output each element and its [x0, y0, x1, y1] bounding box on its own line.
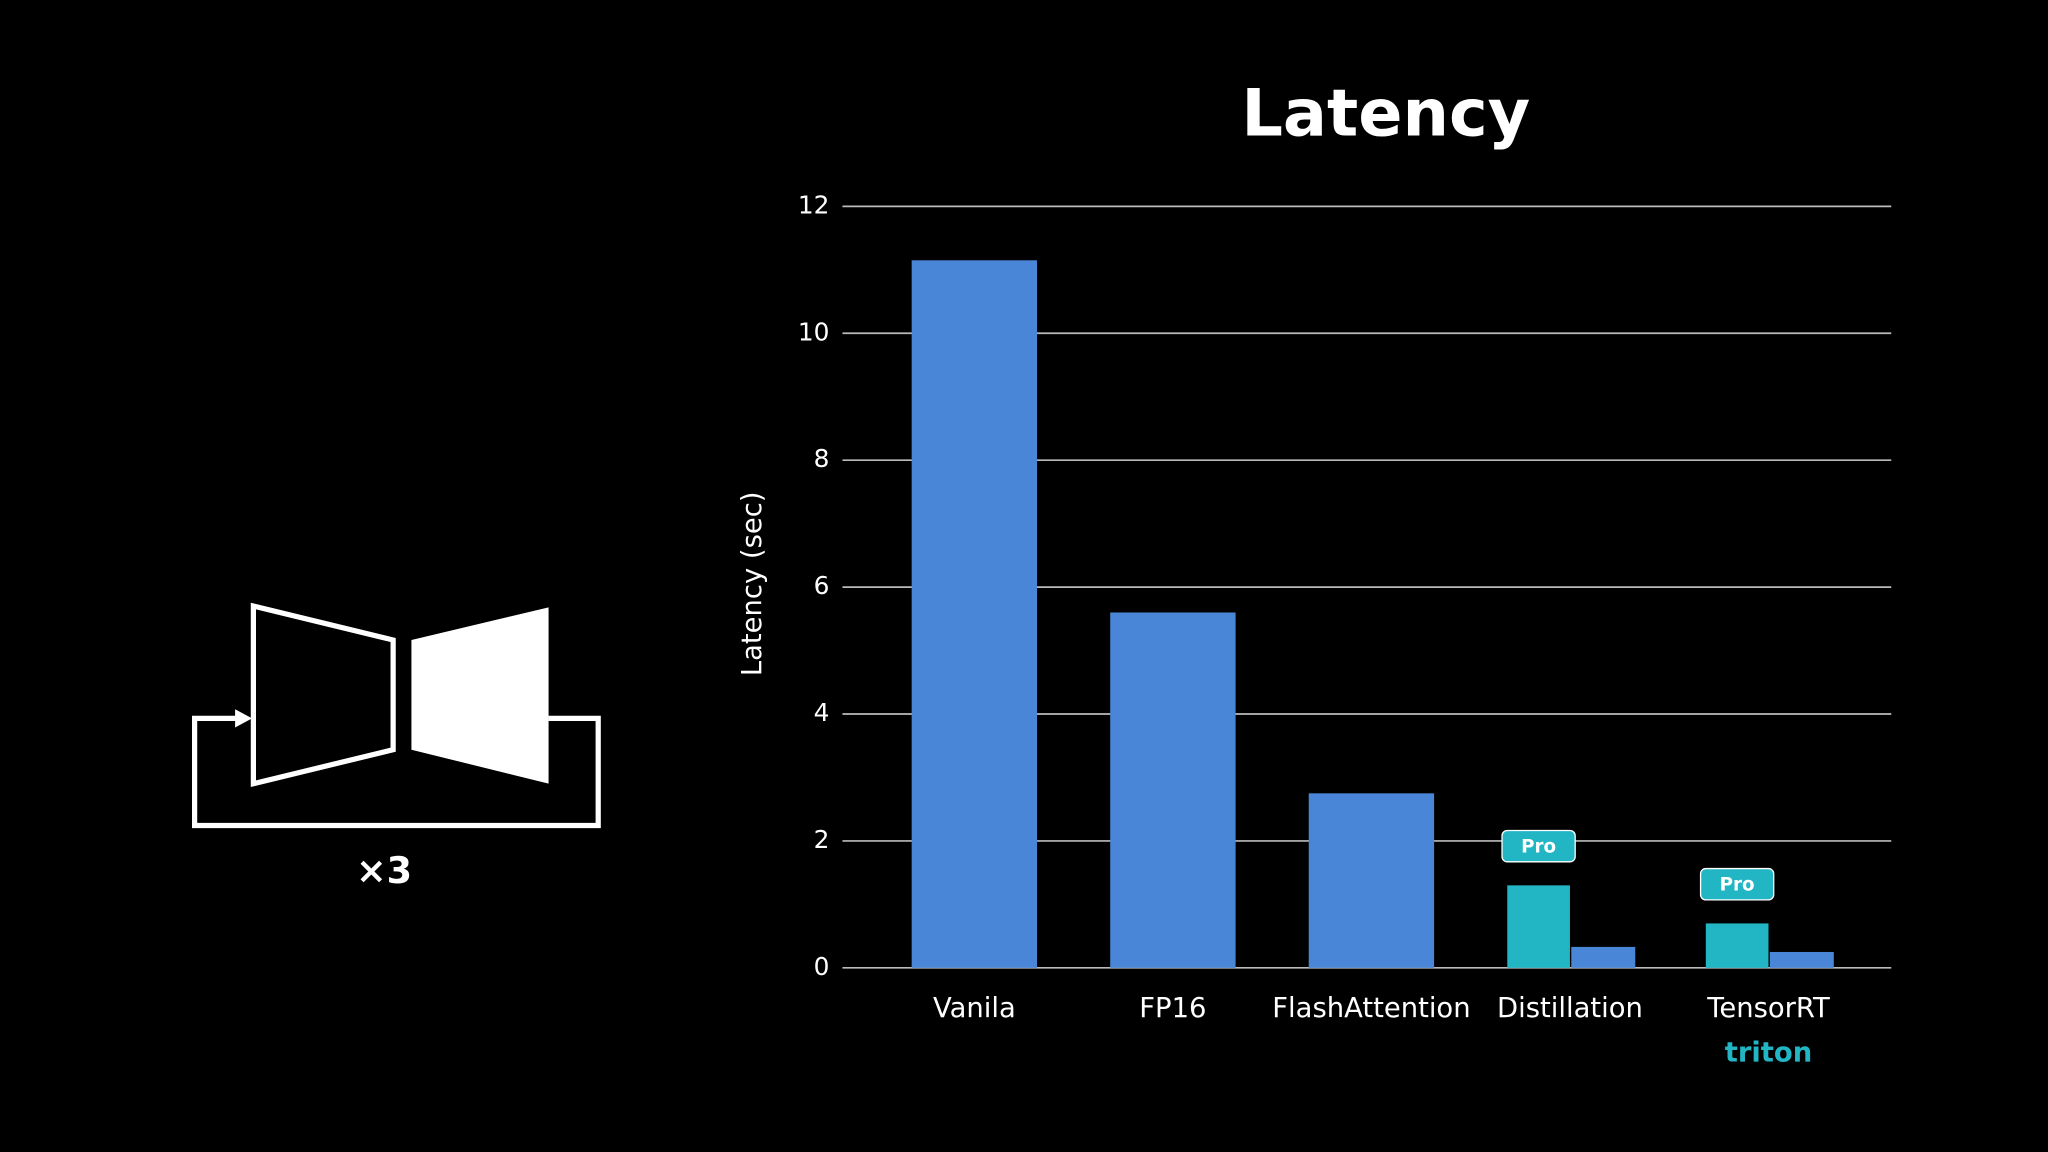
- x-tick-label: Distillation: [1497, 993, 1643, 1024]
- bar: [911, 260, 1038, 968]
- decoder-shape: [411, 607, 549, 784]
- repeat-label: ×3: [356, 849, 412, 892]
- bar: [1507, 885, 1570, 968]
- bar: [1110, 612, 1236, 968]
- plot: 0 2 4 6 8 10 12 Vanila FP16 FlashAttention Distill…: [798, 190, 1892, 1069]
- y-tick-label: 12: [798, 190, 830, 219]
- bar: [1769, 951, 1834, 968]
- arrow-head: [235, 709, 253, 728]
- y-tick-label: 4: [814, 698, 830, 727]
- encoder-shape: [250, 602, 396, 787]
- badge-label: Pro: [1521, 836, 1556, 857]
- x-tick-label: Vanila: [933, 993, 1016, 1024]
- y-tick-label: 2: [814, 825, 830, 854]
- x-tick-label: FlashAttention: [1272, 993, 1470, 1024]
- x-tick-label: TensorRT: [1706, 993, 1830, 1024]
- model-diagram: ×3: [191, 602, 601, 892]
- badge-label: Pro: [1720, 875, 1755, 896]
- y-axis-label: Latency (sec): [737, 492, 768, 677]
- bar: [1571, 946, 1636, 968]
- badge: [1699, 867, 1775, 901]
- x-tick-sublabel: triton: [1725, 1038, 1812, 1069]
- y-tick-label: 6: [814, 571, 830, 600]
- chart-title: Latency: [1241, 76, 1530, 152]
- x-tick-label: FP16: [1139, 993, 1206, 1024]
- loop-arrow: [191, 715, 601, 829]
- bar: [1308, 793, 1435, 968]
- y-tick-label: 10: [798, 317, 830, 346]
- y-tick-label: 8: [814, 444, 830, 473]
- y-tick-label: 0: [814, 952, 830, 981]
- badge: [1501, 829, 1576, 863]
- bar: [1705, 923, 1769, 968]
